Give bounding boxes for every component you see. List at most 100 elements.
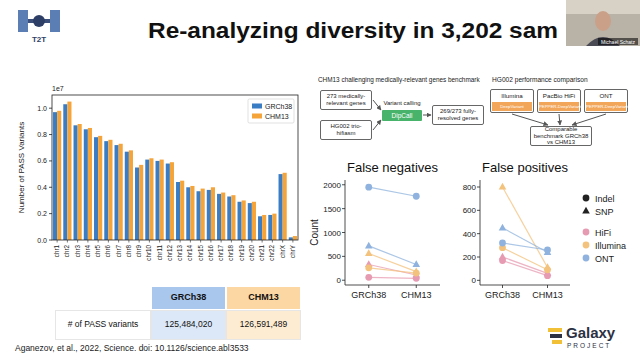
bar [94, 137, 98, 240]
bar [156, 161, 160, 240]
bar [145, 160, 149, 240]
bar [190, 186, 194, 240]
bar [88, 128, 92, 240]
x-tick-label: chrX [279, 244, 286, 258]
bar [293, 236, 297, 240]
bar [57, 111, 61, 240]
x-tick [251, 240, 252, 243]
x-tick [67, 240, 68, 243]
x-tick-label: chr8 [125, 245, 132, 258]
galaxy-brand-sub: PROJECT [567, 342, 611, 349]
bar [186, 187, 190, 240]
x-tick-label: chr7 [115, 245, 122, 258]
x-tick [98, 240, 99, 243]
bar [170, 162, 174, 240]
x-tick [159, 240, 160, 243]
arrow [512, 114, 548, 125]
plot-frame [52, 95, 298, 240]
series-line [369, 187, 417, 196]
y-tick [477, 233, 480, 234]
x-tick-label: chr10 [145, 245, 152, 261]
series-line [369, 264, 417, 275]
video-head [595, 11, 611, 31]
legend-label: HiFi [595, 228, 611, 238]
bar [149, 158, 153, 240]
galaxy-icon-bar [552, 340, 562, 344]
diagram-title: CHM13 challenging medically-relevant gen… [318, 76, 486, 83]
x-tick-label: chr16 [207, 245, 214, 261]
diagram-tool: DipCall [382, 110, 422, 121]
y-tick [49, 240, 52, 241]
point [544, 263, 552, 270]
diagram-box: Comparable benchmark GRCh38 vs CHM13 [530, 126, 592, 146]
logo-text: T2T [32, 35, 46, 44]
x-tick [262, 240, 263, 243]
logo-body [33, 15, 45, 27]
x-tick-label: chr9 [135, 245, 142, 258]
y-tick [477, 187, 480, 188]
x-tick-label: CHM13 [532, 290, 563, 300]
scatter-chart: 0500100015002000GRCh38CHM13False negativ… [309, 160, 440, 300]
series-line [503, 261, 548, 276]
x-tick [77, 240, 78, 243]
y-tick-label: 0.0 [37, 237, 47, 244]
bar [63, 104, 67, 240]
x-tick [282, 240, 283, 243]
bar [272, 214, 276, 240]
y-tick [477, 210, 480, 211]
legend-symbol [583, 255, 590, 262]
x-tick-label: chr19 [238, 245, 245, 261]
point [544, 248, 552, 255]
bar [252, 202, 256, 240]
x-tick-label: chr18 [227, 245, 234, 261]
table-cell: 126,591,489 [226, 310, 301, 340]
slide: { "header": {"title": "Re-analyzing dive… [0, 0, 640, 360]
bar [115, 145, 119, 240]
y-tick [342, 232, 345, 233]
bar [160, 160, 164, 240]
diagram-step: Variant calling [380, 98, 424, 108]
y-tick-label: 1.0 [37, 105, 47, 112]
x-tick [87, 240, 88, 243]
x-tick [190, 240, 191, 243]
y-axis-label: Number of PASS Variants [17, 122, 26, 213]
legend-swatch [252, 114, 262, 119]
table-corner [55, 286, 151, 310]
bar [262, 215, 266, 240]
y-tick-label: 600 [463, 206, 477, 215]
x-tick [169, 240, 170, 243]
scatter-chart: 0200400600800GRCh38CHM13False positivesI… [463, 160, 626, 300]
bar-chart: 0.00.20.40.60.81.0chr1chr2chr3chr4chr5ch… [17, 85, 298, 261]
point [499, 240, 506, 247]
y-tick [477, 257, 480, 258]
y-tick-label: 400 [463, 230, 477, 239]
point [412, 267, 420, 274]
x-tick [221, 240, 222, 243]
x-tick-label: chr22 [268, 245, 275, 261]
arrow [373, 100, 381, 110]
x-tick [128, 240, 129, 243]
series-line [503, 248, 548, 270]
point [499, 224, 507, 231]
series-line [503, 187, 548, 268]
diagram-box: 269/273 fully-resolved genes [432, 105, 484, 125]
x-tick-label: chr15 [197, 245, 204, 261]
video-frame [566, 0, 640, 46]
x-tick-label: chr4 [84, 245, 91, 258]
x-tick [118, 240, 119, 243]
bar [227, 197, 231, 241]
x-tick-label: chr5 [94, 245, 101, 258]
y-tick [342, 184, 345, 185]
table-cell: 125,484,020 [151, 310, 226, 340]
chart-title: False negatives [347, 160, 439, 175]
x-tick-label: chr3 [74, 245, 81, 258]
x-tick-label: GRCh38 [485, 290, 520, 300]
table-header: GRCh38 [151, 286, 226, 310]
platform-box: ONTPEPPER-DeepVariant [584, 89, 628, 113]
bar [67, 102, 71, 240]
slide-title: Re-analyzing diversity in 3,202 sam [148, 18, 558, 43]
x-tick [272, 240, 273, 243]
x-tick [149, 240, 150, 243]
x-tick-label: chr17 [217, 245, 224, 261]
legend: GRCh38CHM13 [248, 99, 294, 123]
